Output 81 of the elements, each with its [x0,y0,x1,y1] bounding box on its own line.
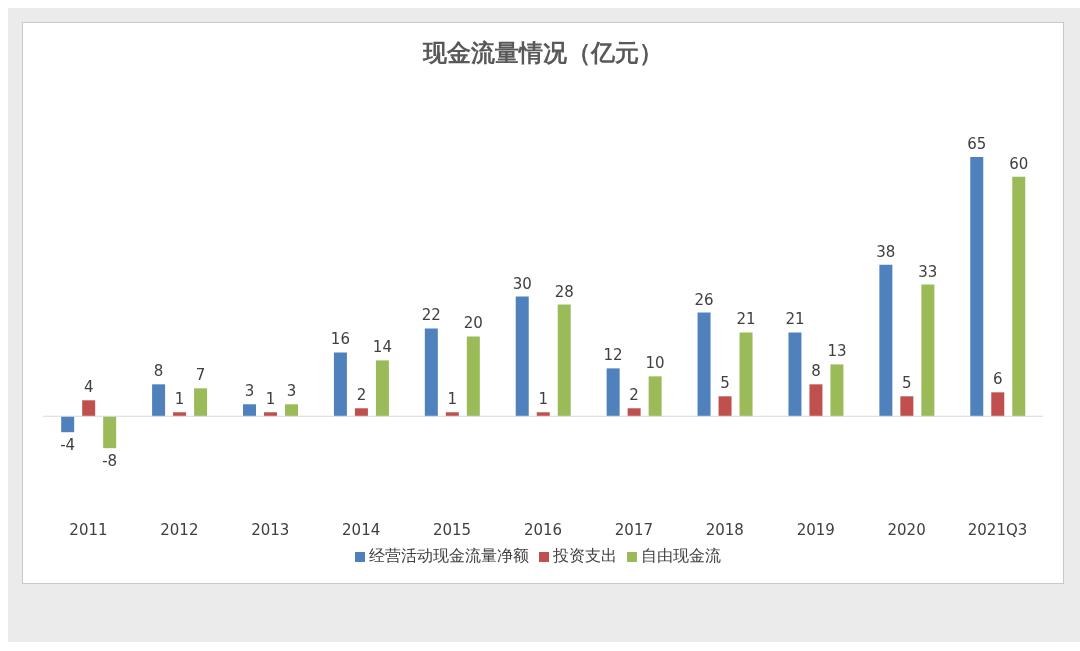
bar [243,404,256,417]
bar [879,264,893,417]
data-label: 21 [736,310,756,329]
data-label: -8 [102,452,118,471]
data-label: 2 [629,386,639,405]
data-label: 22 [421,306,441,325]
data-label: 30 [512,274,532,293]
data-label: 65 [967,134,987,153]
data-label: 33 [918,262,938,281]
x-tick-label: 2014 [342,520,381,539]
bar [830,364,844,417]
bar [697,312,711,417]
bar [991,392,1005,417]
bar [333,352,347,417]
bar [809,384,823,417]
bar [970,156,984,417]
bar [606,368,620,417]
data-label: 7 [195,366,206,385]
data-label: 14 [372,338,392,357]
data-label: 1 [538,390,548,409]
legend-label: 经营活动现金流量净额 [369,546,529,565]
chart-title: 现金流量情况（亿元） [421,38,664,69]
data-label: 38 [876,242,896,261]
data-label: 5 [902,374,912,393]
data-label: 16 [330,330,350,349]
x-tick-label: 2018 [705,520,744,539]
data-label: 20 [463,314,483,333]
data-label: 6 [993,370,1003,389]
bar [285,404,298,417]
bar [264,412,277,417]
data-label: 60 [1009,154,1029,173]
x-tick-label: 2015 [433,520,472,539]
data-label: 3 [244,382,255,401]
bar [103,416,117,449]
bar [788,332,802,417]
data-label: 1 [447,390,458,409]
bar [354,408,368,417]
x-tick-label: 2020 [887,520,926,539]
bar [82,400,96,417]
bar [61,416,75,433]
data-label: 28 [554,282,574,301]
data-label: 4 [83,378,94,397]
bar [152,384,166,417]
bar [557,304,571,417]
x-tick-label: 2012 [160,520,199,539]
bar [173,412,187,417]
x-tick-label: 2019 [796,520,835,539]
bar [718,396,732,417]
bar [445,412,459,417]
data-label: 5 [720,374,730,393]
data-label: 10 [645,354,665,373]
x-tick-label: 2021Q3 [967,520,1028,539]
bar [375,360,389,417]
bar [515,296,529,417]
legend-label: 投资支出 [553,546,617,565]
data-label: 13 [827,342,847,361]
bar [536,412,550,417]
bar [739,332,753,417]
data-label: 12 [603,346,623,365]
legend-label: 自由现金流 [641,546,721,565]
x-tick-label: 2016 [523,520,563,539]
data-label: 1 [174,390,185,409]
x-tick-label: 2017 [614,520,653,539]
data-label: 26 [694,290,714,309]
data-label: 2 [356,386,367,405]
data-label: 1 [265,390,276,409]
x-tick-label: 2013 [251,520,290,539]
bar [921,284,935,417]
data-label: 8 [811,362,821,381]
bar [1012,176,1026,417]
data-label: 3 [286,382,297,401]
bar [900,396,914,417]
data-label: 21 [785,310,805,329]
data-label: 8 [153,362,164,381]
bar [648,376,662,417]
x-tick-label: 2011 [69,520,108,539]
data-label: -4 [60,436,76,455]
bar [466,336,480,417]
bar [424,328,438,417]
bar [194,388,208,417]
bar [627,408,641,417]
